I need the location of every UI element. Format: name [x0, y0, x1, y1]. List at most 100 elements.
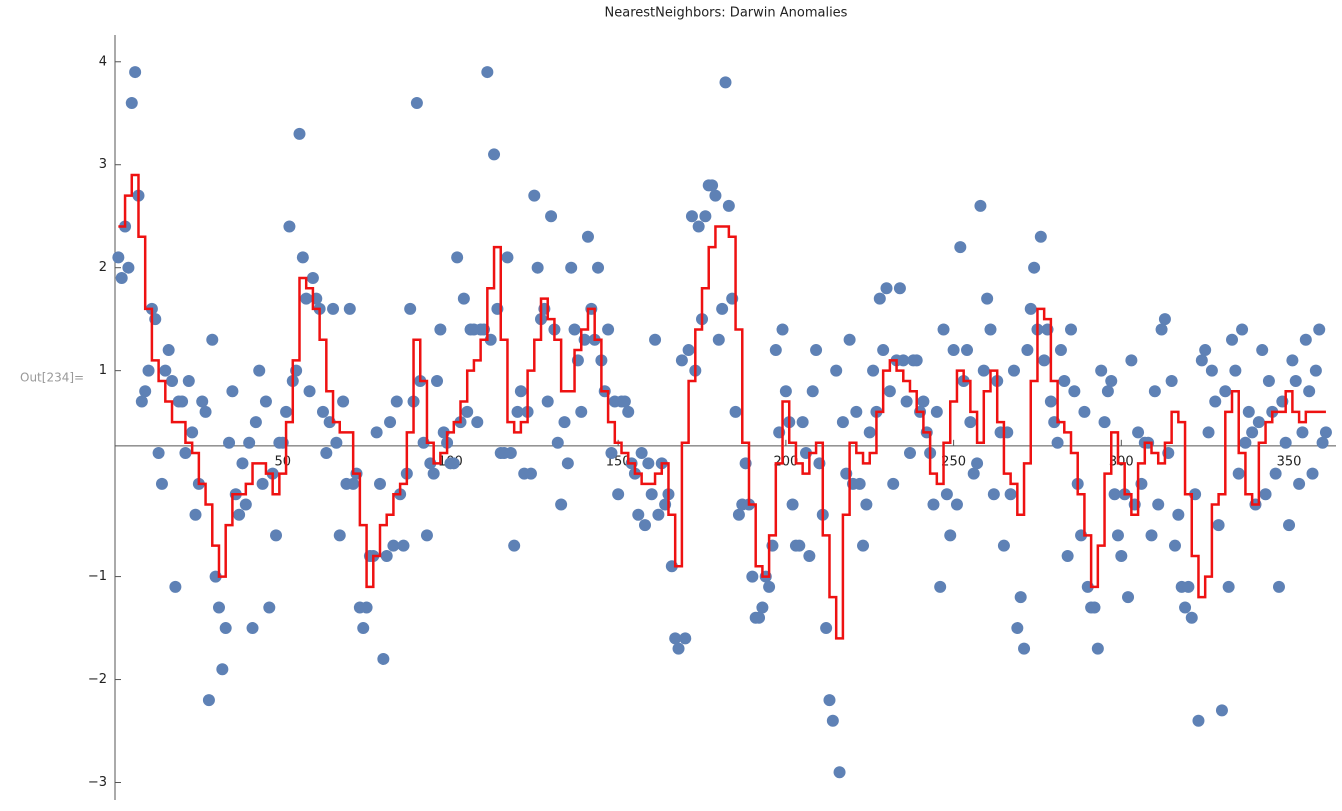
point	[1125, 354, 1138, 367]
point	[1209, 395, 1222, 408]
point	[1313, 323, 1326, 336]
point	[1068, 385, 1081, 398]
point	[675, 354, 688, 367]
point	[142, 364, 155, 377]
point	[249, 416, 262, 429]
point	[900, 395, 913, 408]
point	[950, 498, 963, 511]
point	[219, 622, 232, 635]
point	[404, 302, 417, 315]
point	[256, 477, 269, 490]
point	[199, 405, 212, 418]
point	[236, 457, 249, 470]
point	[927, 498, 940, 511]
y-tick-label: 2	[99, 260, 107, 275]
point	[1132, 426, 1145, 439]
point	[481, 66, 494, 79]
point	[1155, 323, 1168, 336]
point	[1111, 529, 1124, 542]
point	[1226, 333, 1239, 346]
point	[833, 766, 846, 779]
point	[303, 385, 316, 398]
point	[1269, 467, 1282, 480]
point	[410, 96, 423, 109]
y-tick-label: −1	[88, 569, 107, 584]
point	[1296, 426, 1309, 439]
point	[836, 416, 849, 429]
point	[669, 632, 682, 645]
point	[940, 488, 953, 501]
point	[1283, 519, 1296, 532]
point	[253, 364, 266, 377]
point	[937, 323, 950, 336]
point	[769, 344, 782, 357]
point	[360, 601, 373, 614]
point	[964, 416, 977, 429]
point	[843, 333, 856, 346]
point	[125, 96, 138, 109]
point	[243, 436, 256, 449]
point	[967, 467, 980, 480]
point	[280, 405, 293, 418]
point	[746, 570, 759, 583]
point	[316, 405, 329, 418]
point	[511, 405, 524, 418]
chart-title: NearestNeighbors: Darwin Anomalies	[605, 6, 848, 21]
point	[135, 395, 148, 408]
point	[551, 436, 564, 449]
point	[961, 344, 974, 357]
point	[186, 426, 199, 439]
point	[1018, 642, 1031, 655]
point	[330, 436, 343, 449]
point	[1158, 313, 1171, 326]
point	[206, 333, 219, 346]
point	[719, 76, 732, 89]
point	[555, 498, 568, 511]
point	[202, 694, 215, 707]
point	[1038, 354, 1051, 367]
point	[1256, 344, 1269, 357]
point	[622, 405, 635, 418]
point	[1219, 385, 1232, 398]
point	[917, 395, 930, 408]
point	[488, 148, 501, 161]
point	[1262, 374, 1275, 387]
point	[1272, 580, 1285, 593]
point	[880, 282, 893, 295]
point	[1095, 364, 1108, 377]
point	[947, 344, 960, 357]
point	[1165, 374, 1178, 387]
y-tick-label: −3	[88, 775, 107, 790]
point	[1007, 364, 1020, 377]
point	[984, 323, 997, 336]
point	[162, 344, 175, 357]
point	[524, 467, 537, 480]
point	[1279, 436, 1292, 449]
point	[179, 447, 192, 460]
point	[793, 539, 806, 552]
point	[635, 447, 648, 460]
y-tick-label: 3	[99, 157, 107, 172]
point	[1122, 591, 1135, 604]
point	[997, 539, 1010, 552]
point	[1182, 580, 1195, 593]
point	[223, 436, 236, 449]
point	[1098, 416, 1111, 429]
point	[1299, 333, 1312, 346]
point	[1319, 426, 1332, 439]
point	[1293, 477, 1306, 490]
point	[1289, 374, 1302, 387]
point	[910, 354, 923, 367]
point	[1014, 591, 1027, 604]
point	[887, 477, 900, 490]
point	[216, 663, 229, 676]
point	[820, 622, 833, 635]
point	[679, 632, 692, 645]
point	[159, 364, 172, 377]
point	[139, 385, 152, 398]
point	[166, 374, 179, 387]
point	[1202, 426, 1215, 439]
x-tick-label: 300	[1109, 454, 1134, 469]
point	[971, 457, 984, 470]
point	[259, 395, 272, 408]
